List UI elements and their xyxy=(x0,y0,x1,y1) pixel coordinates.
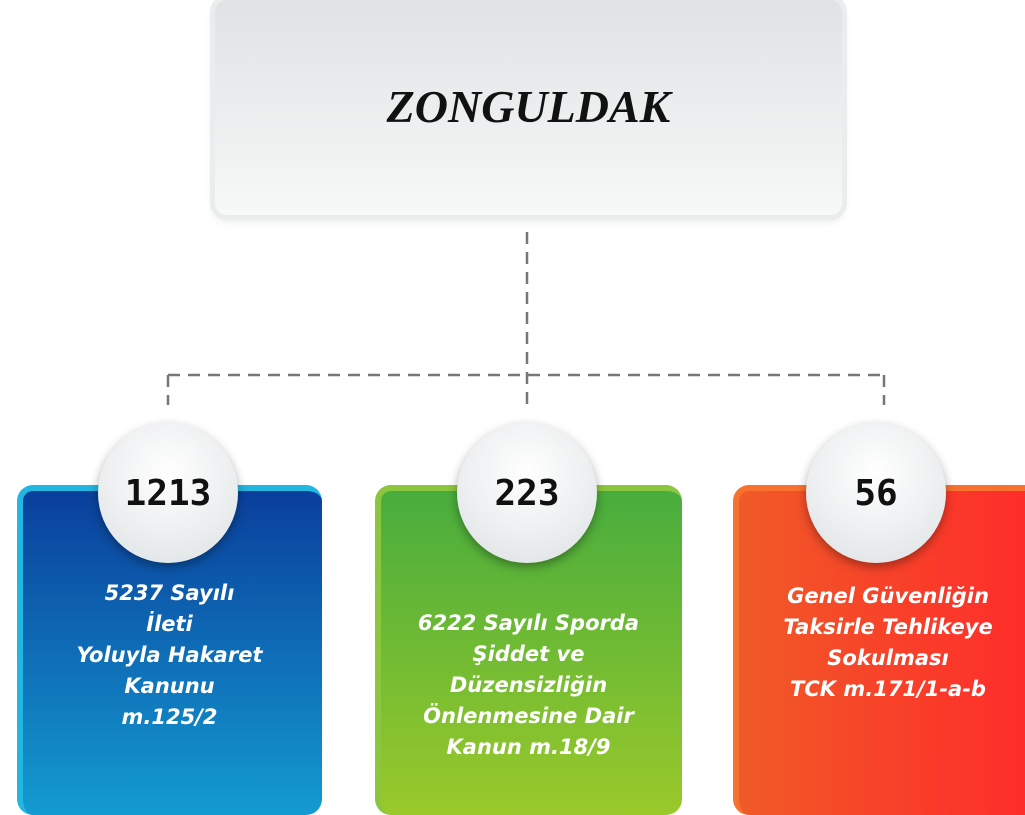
card xyxy=(375,485,682,815)
count-badge: 1213 xyxy=(98,423,238,563)
card-label: 6222 Sayılı Sporda Şiddet ve Düzensizliğin… xyxy=(375,608,682,763)
label-line: Yoluyla Hakaret xyxy=(76,642,263,667)
label-line: Sokulması xyxy=(827,646,949,670)
card-label: Genel Güvenliğin Taksirle Tehlikeye Sokulm… xyxy=(733,581,1025,705)
label-line: Önlenmesine Dair xyxy=(423,703,634,728)
label-line: TCK m.171/1-a-b xyxy=(790,677,986,701)
label-line: Kanun m.18/9 xyxy=(446,734,611,759)
label-line: Kanunu xyxy=(124,673,215,698)
label-line: Genel Güvenliğin xyxy=(787,584,989,608)
label-line: 6222 Sayılı Sporda xyxy=(417,610,640,635)
label-line: Düzensizliğin xyxy=(449,672,608,697)
title-box xyxy=(215,0,842,215)
count-badge: 223 xyxy=(457,423,597,563)
count-badge: 56 xyxy=(806,423,946,563)
label-line: Şiddet ve xyxy=(472,641,585,666)
title: ZONGULDAK xyxy=(386,81,671,132)
card-label: 5237 Sayılı İleti Yoluyla Hakaret Kanunu m.1… xyxy=(17,578,322,733)
label-line: 5237 Sayılı xyxy=(104,580,235,605)
label-line: İleti xyxy=(146,611,193,636)
label-line: m.125/2 xyxy=(121,704,218,729)
label-line: Taksirle Tehlikeye xyxy=(783,615,993,639)
